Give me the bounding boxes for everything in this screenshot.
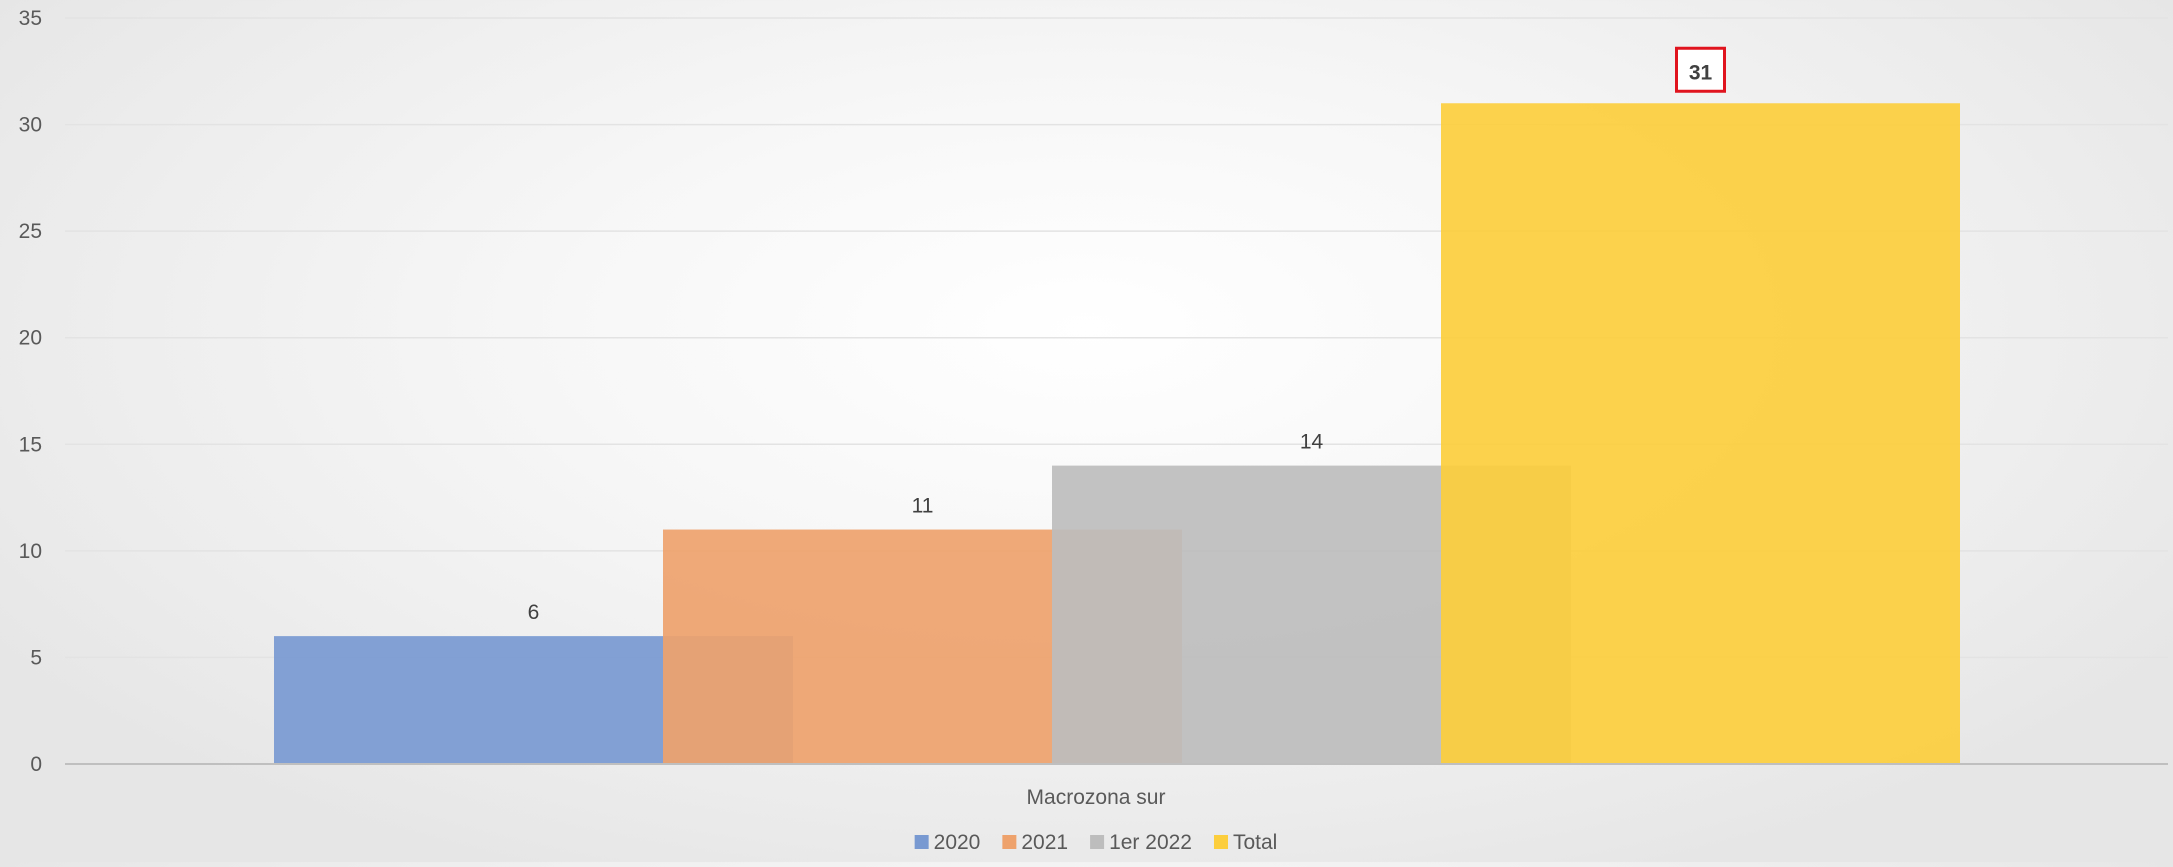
y-tick-label: 0 xyxy=(30,753,42,776)
y-tick-label: 30 xyxy=(19,114,42,137)
legend-label: Total xyxy=(1233,831,1277,854)
y-tick-label: 35 xyxy=(19,7,42,30)
y-axis-ticks: 0 5 10 15 20 25 30 35 xyxy=(19,7,42,776)
highlight-box xyxy=(1675,46,1726,93)
y-tick-label: 20 xyxy=(19,327,42,350)
y-tick-label: 5 xyxy=(30,646,42,669)
y-tick-label: 15 xyxy=(19,433,42,456)
legend-item-2021[interactable]: 2021 xyxy=(1002,831,1068,854)
data-label: 6 xyxy=(528,601,540,624)
data-label: 14 xyxy=(1300,431,1324,454)
legend-item-1er-2022[interactable]: 1er 2022 xyxy=(1090,831,1192,854)
legend-item-2020[interactable]: 2020 xyxy=(914,831,981,854)
x-axis-categories: Macrozona sur xyxy=(1027,786,1166,809)
bar-total xyxy=(1441,103,1960,764)
legend-label: 1er 2022 xyxy=(1109,831,1192,854)
legend-swatch xyxy=(1090,835,1105,849)
y-tick-label: 10 xyxy=(19,540,42,563)
data-label: 11 xyxy=(912,495,934,518)
data-labels: 6 11 14 31 xyxy=(528,46,1726,624)
legend-swatch xyxy=(1002,835,1017,849)
x-category-label: Macrozona sur xyxy=(1027,786,1166,809)
data-label: 31 xyxy=(1689,61,1713,84)
legend-item-total[interactable]: Total xyxy=(1213,831,1277,854)
legend-swatch xyxy=(1213,835,1228,849)
legend[interactable]: 2020 2021 1er 2022 Total xyxy=(914,831,1278,854)
bars xyxy=(274,103,1960,764)
legend-swatch xyxy=(914,835,929,849)
y-tick-label: 25 xyxy=(19,220,42,243)
gridlines xyxy=(65,17,2168,659)
legend-label: 2021 xyxy=(1021,831,1068,854)
legend-label: 2020 xyxy=(934,831,981,854)
